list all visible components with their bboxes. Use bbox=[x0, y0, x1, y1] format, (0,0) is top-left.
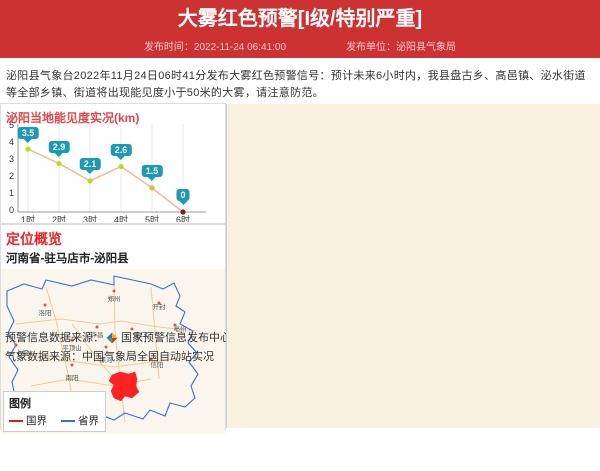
svg-text:2: 2 bbox=[9, 171, 14, 181]
svg-text:0: 0 bbox=[9, 205, 14, 215]
svg-text:3: 3 bbox=[9, 154, 14, 164]
svg-text:6时: 6时 bbox=[176, 214, 190, 222]
svg-text:2时: 2时 bbox=[52, 214, 66, 222]
svg-text:4时: 4时 bbox=[114, 214, 128, 222]
svg-text:5时: 5时 bbox=[145, 214, 159, 222]
svg-text:3时: 3时 bbox=[83, 214, 97, 222]
svg-text:4: 4 bbox=[9, 137, 14, 147]
svg-text:5: 5 bbox=[9, 122, 14, 130]
svg-text:1: 1 bbox=[9, 188, 14, 198]
svg-text:1时: 1时 bbox=[21, 214, 35, 222]
